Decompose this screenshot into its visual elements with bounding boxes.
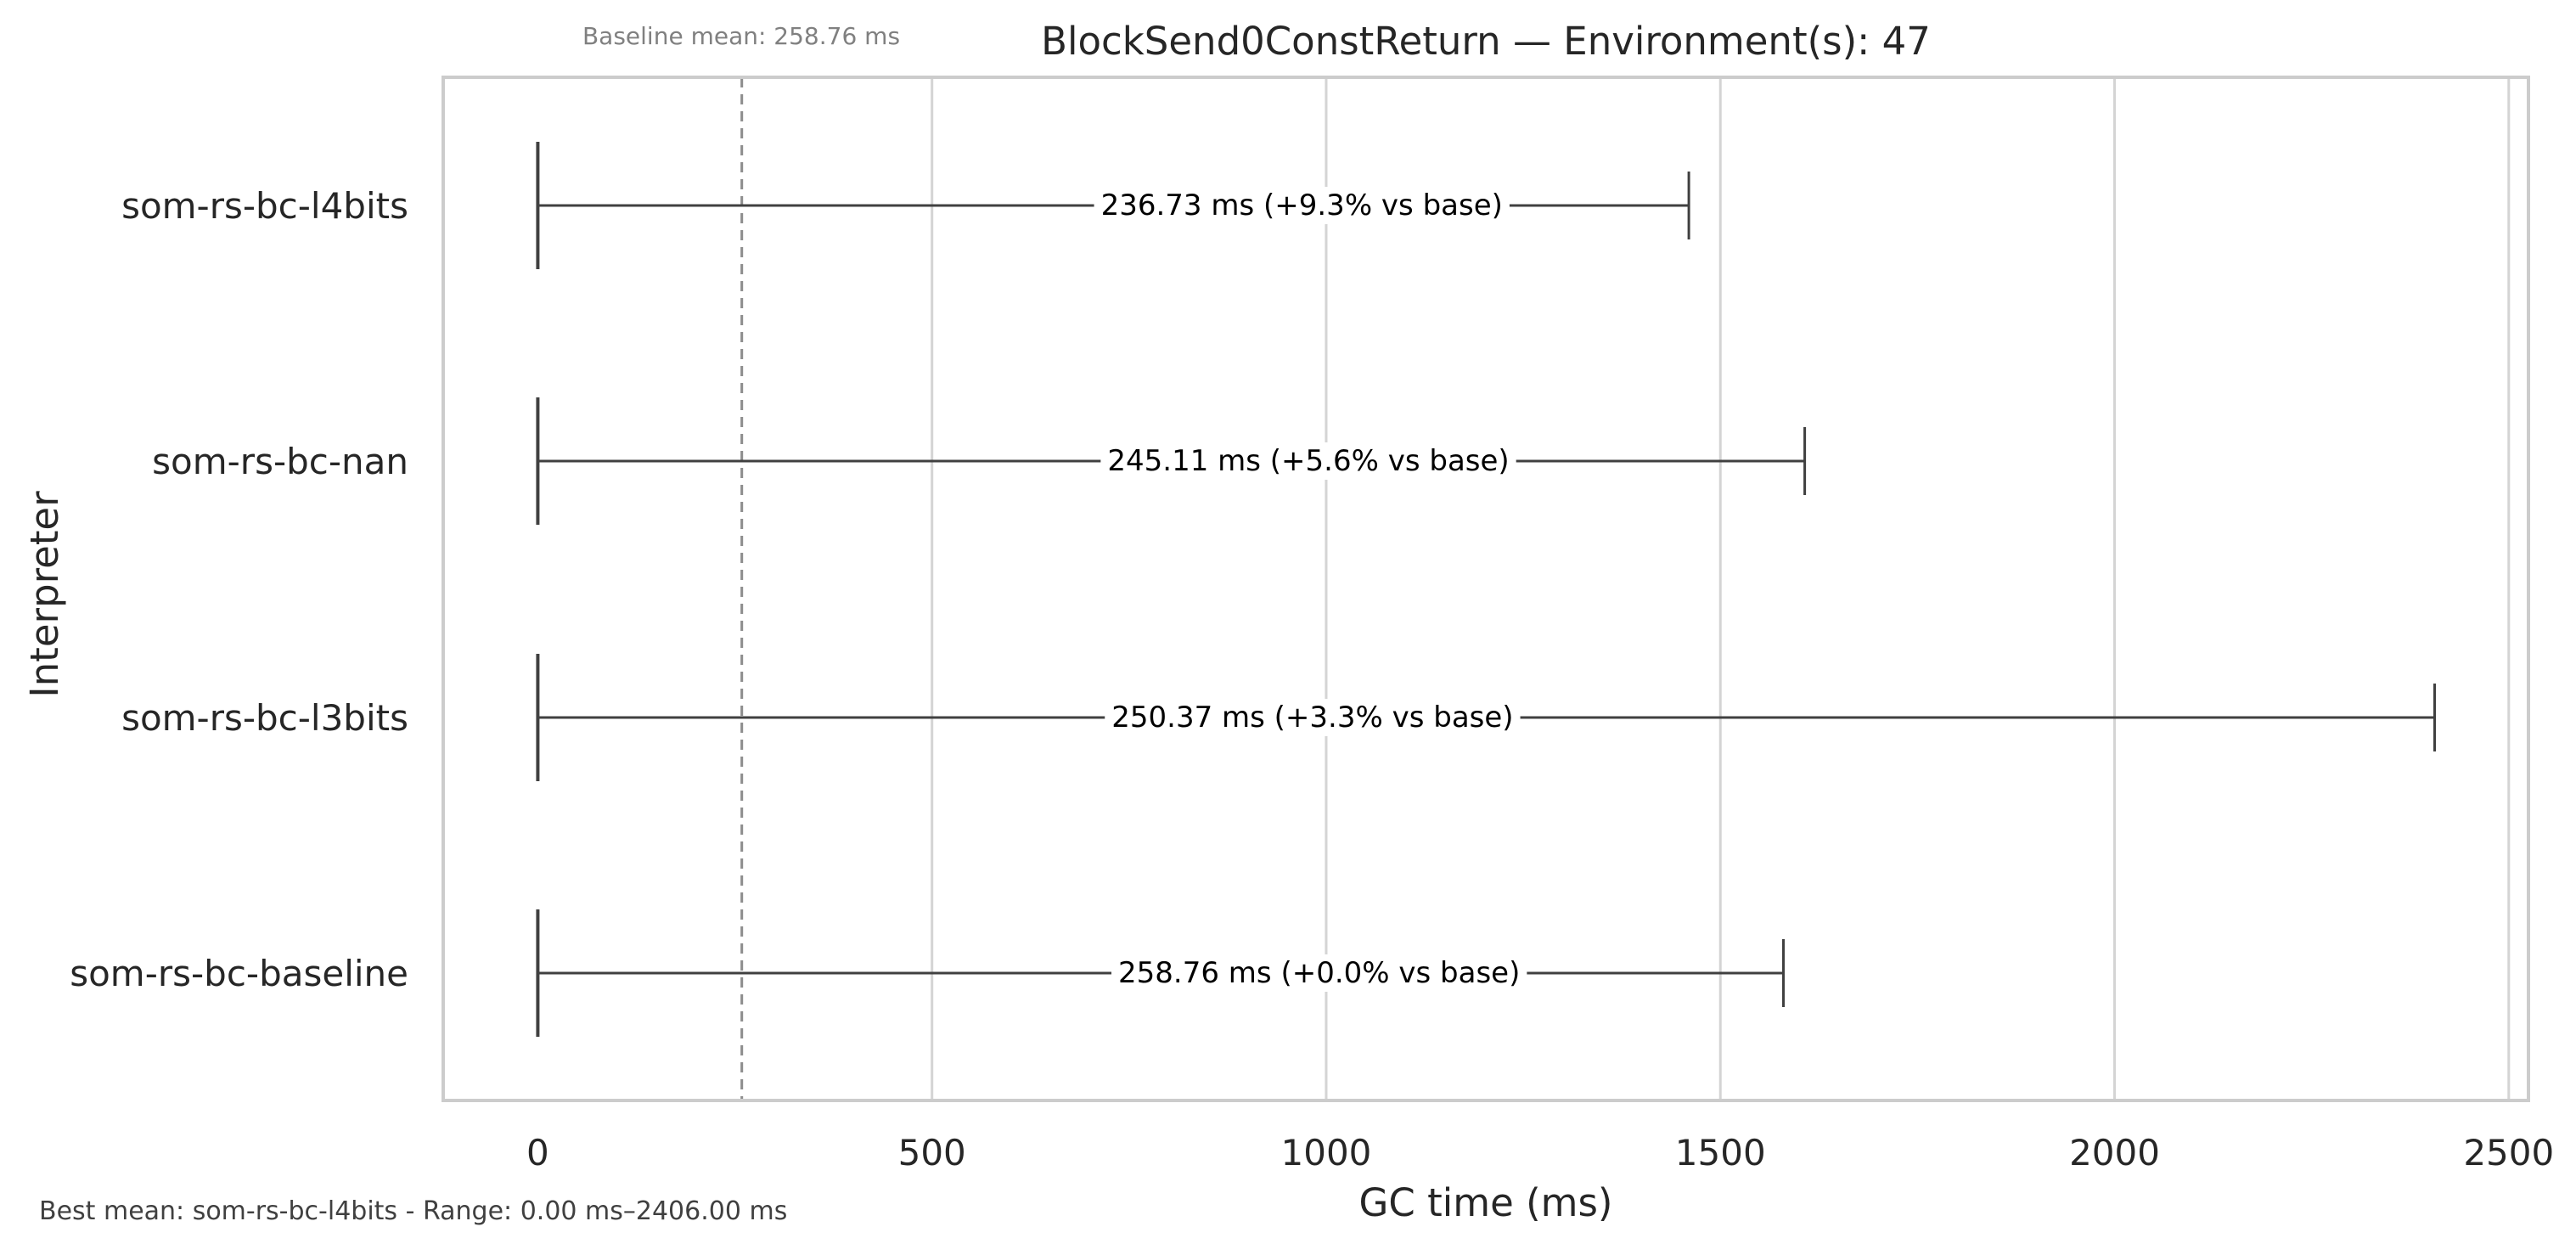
mean-annotation: 236.73 ms (+9.3% vs base): [1101, 189, 1503, 222]
plot-frame: [442, 76, 2530, 1102]
y-tick-label: som-rs-bc-l4bits: [121, 185, 408, 227]
baseline-label: Baseline mean: 258.76 ms: [582, 22, 900, 50]
grid-layer: [931, 77, 2511, 1100]
annotation-background: [1094, 187, 1510, 224]
series-som-rs-bc-l3bits: 250.37 ms (+3.3% vs base): [536, 654, 2437, 781]
x-tick-labels: 0 500 1000 1500 2000 2500: [526, 1132, 2554, 1173]
y-tick-label: som-rs-bc-l3bits: [121, 697, 408, 739]
series-som-rs-bc-l4bits: 236.73 ms (+9.3% vs base): [536, 142, 1690, 269]
y-tick-label: som-rs-bc-nan: [152, 441, 408, 482]
x-tick-label: 0: [526, 1132, 549, 1173]
annotation-background: [1100, 442, 1516, 480]
x-tick-label: 2000: [2069, 1132, 2160, 1173]
x-tick-label: 2500: [2463, 1132, 2554, 1173]
y-tick-labels: som-rs-bc-l4bits som-rs-bc-nan som-rs-bc-l…: [70, 185, 408, 994]
series-layer: 236.73 ms (+9.3% vs base) 245.11 ms (+5.6…: [536, 142, 2437, 1037]
x-axis-label: GC time (ms): [1359, 1180, 1613, 1225]
chart-title: BlockSend0ConstReturn — Environment(s): …: [1041, 19, 1931, 64]
mean-annotation: 250.37 ms (+3.3% vs base): [1111, 701, 1513, 734]
y-axis-label: Interpreter: [22, 491, 67, 698]
annotation-background: [1105, 699, 1521, 736]
x-tick-label: 500: [898, 1132, 966, 1173]
mean-annotation: 258.76 ms (+0.0% vs base): [1118, 956, 1520, 990]
footer-note: Best mean: som-rs-bc-l4bits - Range: 0.0…: [39, 1196, 787, 1226]
x-tick-label: 1500: [1675, 1132, 1766, 1173]
series-som-rs-bc-baseline: 258.76 ms (+0.0% vs base): [536, 909, 1786, 1037]
mean-annotation: 245.11 ms (+5.6% vs base): [1107, 444, 1509, 478]
series-som-rs-bc-nan: 245.11 ms (+5.6% vs base): [536, 397, 1807, 525]
y-tick-label: som-rs-bc-baseline: [70, 953, 408, 994]
x-tick-label: 1000: [1281, 1132, 1372, 1173]
annotation-background: [1111, 954, 1527, 992]
